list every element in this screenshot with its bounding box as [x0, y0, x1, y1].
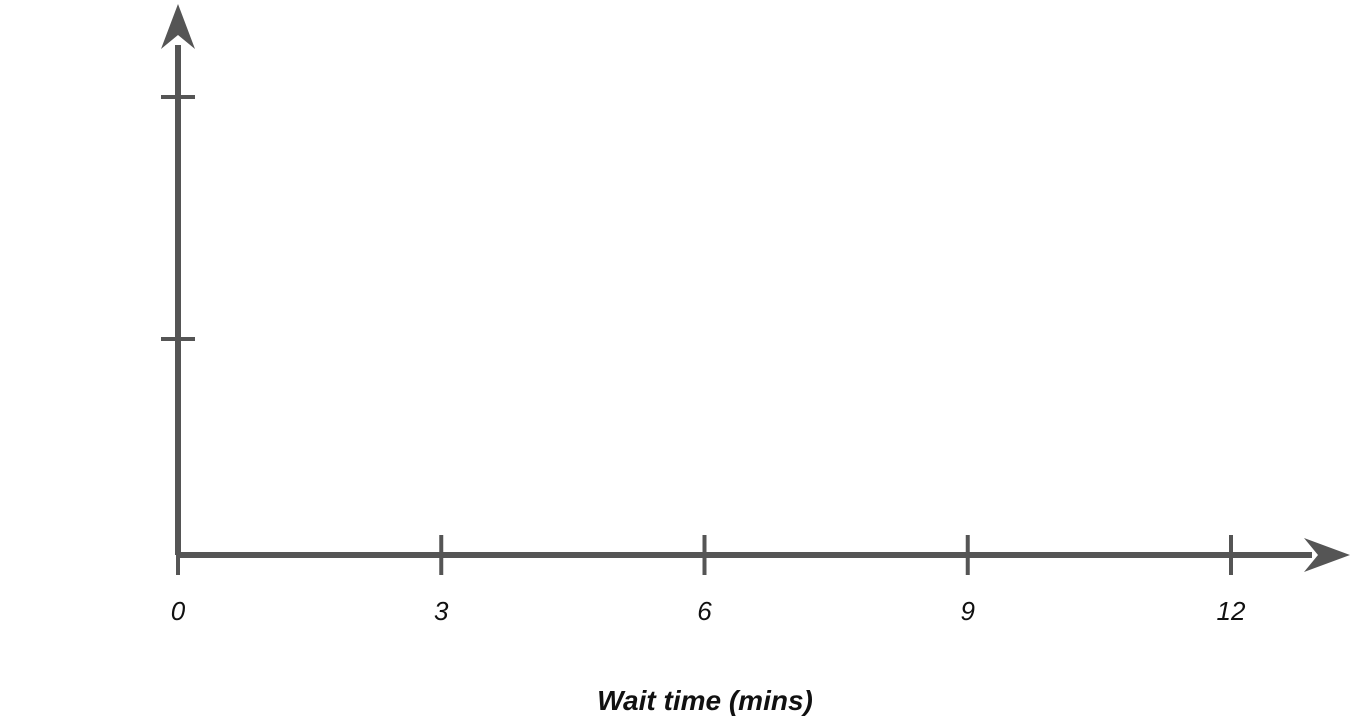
x-ticks: [176, 535, 1233, 575]
x-tick-label: 0: [171, 596, 186, 626]
x-tick-label: 9: [961, 596, 975, 626]
axes: [161, 4, 1350, 572]
x-tick-label: 6: [697, 596, 712, 626]
x-tick-label: 3: [434, 596, 449, 626]
x-axis-title: Wait time (mins): [597, 685, 813, 716]
x-axis-arrow-icon: [1304, 538, 1350, 572]
x-tick-label: 12: [1217, 596, 1246, 626]
y-ticks: [161, 95, 195, 341]
x-tick-labels: 0 3 6 9 12: [171, 596, 1246, 626]
y-axis-arrow-icon: [161, 4, 195, 49]
